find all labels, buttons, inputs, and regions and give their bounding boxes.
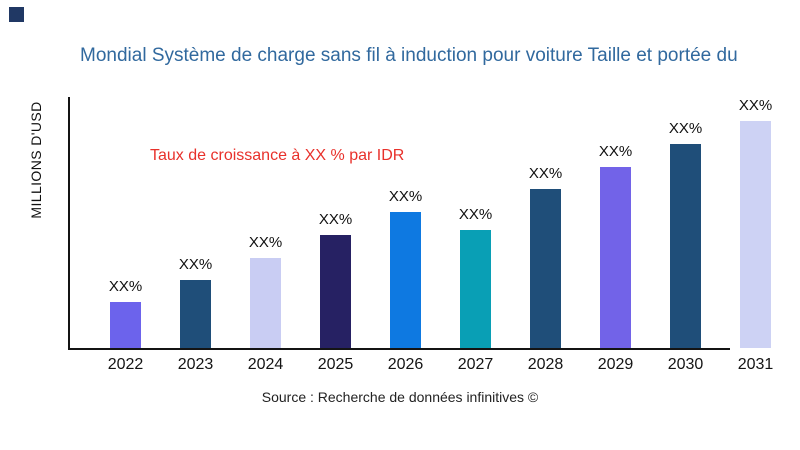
x-tick-2026: 2026 (387, 356, 424, 373)
brand-square (9, 7, 24, 22)
bar-2023 (180, 280, 211, 348)
bar-value-label-2022: XX% (108, 278, 143, 295)
bar-2028 (530, 189, 561, 348)
bar-value-label-2030: XX% (668, 120, 703, 137)
bar-2026 (390, 212, 421, 348)
x-tick-2030: 2030 (667, 356, 704, 373)
x-tick-2024: 2024 (247, 356, 284, 373)
bar-2025 (320, 235, 351, 348)
bar-2027 (460, 230, 491, 348)
bar-2024 (250, 258, 281, 348)
bar-value-label-2026: XX% (388, 188, 423, 205)
x-tick-2027: 2027 (457, 356, 494, 373)
bar-value-label-2031: XX% (738, 97, 773, 114)
bar-2031 (740, 121, 771, 348)
x-tick-2031: 2031 (737, 356, 774, 373)
growth-rate-annotation: Taux de croissance à XX % par IDR (150, 147, 405, 164)
source-text: Source : Recherche de données infinitive… (261, 389, 539, 405)
bar-value-label-2023: XX% (178, 256, 213, 273)
bar-value-label-2024: XX% (248, 234, 283, 251)
x-axis-line (68, 348, 730, 350)
x-tick-2025: 2025 (317, 356, 354, 373)
bar-2022 (110, 302, 141, 348)
x-tick-2022: 2022 (107, 356, 144, 373)
bar-value-label-2029: XX% (598, 143, 633, 160)
x-tick-2028: 2028 (527, 356, 564, 373)
bar-value-label-2025: XX% (318, 211, 353, 228)
chart-title: Mondial Système de charge sans fil à ind… (80, 45, 738, 66)
bar-value-label-2028: XX% (528, 165, 563, 182)
x-tick-2023: 2023 (177, 356, 214, 373)
bar-2030 (670, 144, 701, 348)
bar-value-label-2027: XX% (458, 206, 493, 223)
bar-2029 (600, 167, 631, 348)
x-tick-2029: 2029 (597, 356, 634, 373)
y-axis-line (68, 97, 70, 350)
y-axis-label: MILLIONS D'USD (28, 101, 44, 219)
